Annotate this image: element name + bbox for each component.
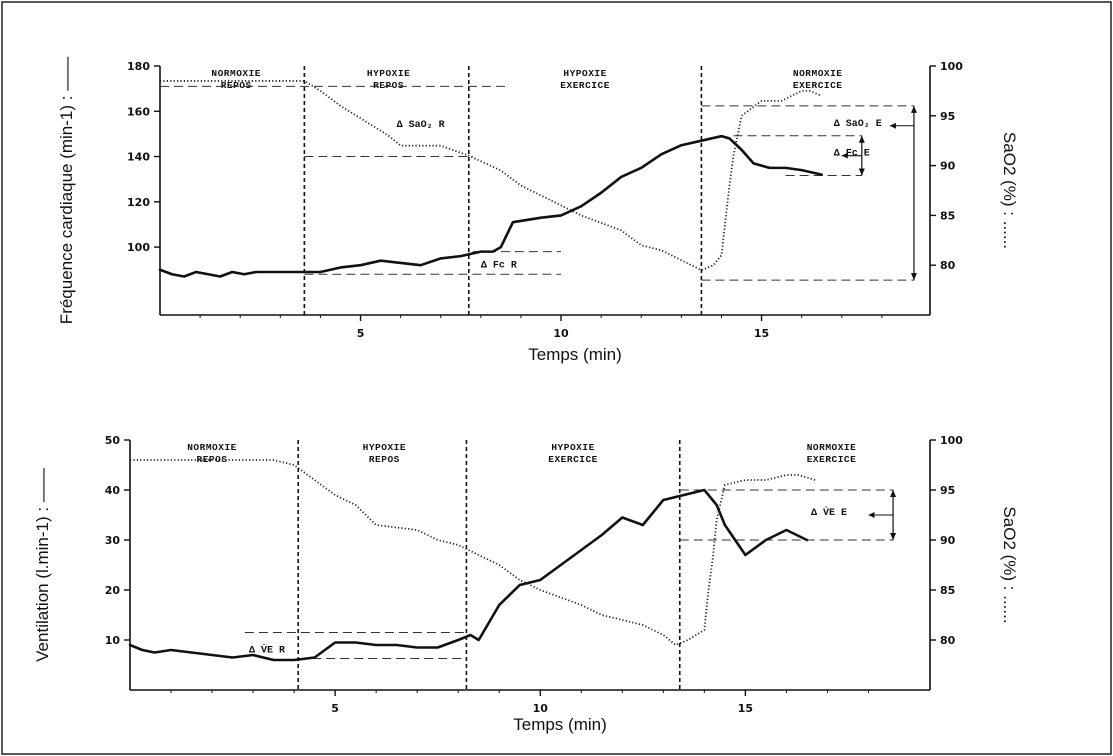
annotation: Δ Fc E <box>834 149 870 160</box>
y2-tick-label: 95 <box>940 110 955 123</box>
arrow-head <box>858 135 865 143</box>
y2-tick-label: 90 <box>940 160 956 173</box>
arrow-head <box>841 152 848 159</box>
phase-label: EXERCICE <box>793 80 843 91</box>
phase-label: NORMOXIE <box>211 68 261 79</box>
y2-tick-label: 85 <box>940 209 955 222</box>
y-tick-label: 30 <box>105 534 121 547</box>
x-tick-label: 10 <box>533 702 549 715</box>
y-tick-label: 180 <box>127 60 150 73</box>
y2-tick-label: 100 <box>940 60 963 73</box>
phase-label: REPOS <box>221 80 252 91</box>
x-tick-label: 5 <box>331 702 339 715</box>
arrow-head <box>910 105 917 113</box>
phase-label: NORMOXIE <box>807 442 857 453</box>
y2-tick-label: 80 <box>940 634 956 647</box>
y2-tick-label: 80 <box>940 259 956 272</box>
phase-label: NORMOXIE <box>187 442 237 453</box>
phase-label: HYPOXIE <box>367 68 410 79</box>
y-tick-label: 100 <box>127 241 150 254</box>
y-axis-title: Fréquence cardiaque (min-1) : —— <box>57 57 76 324</box>
arrow-head <box>889 122 896 129</box>
y-axis-title: Ventilation (l.min-1) : —— <box>33 468 52 662</box>
x-tick-label: 10 <box>553 327 569 340</box>
x-axis-title: Temps (min) <box>513 715 607 734</box>
phase-label: REPOS <box>373 80 404 91</box>
arrow-head <box>890 490 897 497</box>
arrow-head <box>868 512 875 518</box>
y2-tick-label: 85 <box>940 584 955 597</box>
y-tick-label: 120 <box>127 196 150 209</box>
y-tick-label: 140 <box>127 151 150 164</box>
phase-label: HYPOXIE <box>551 442 594 453</box>
y-tick-label: 40 <box>105 484 121 497</box>
y2-tick-label: 100 <box>940 434 963 447</box>
y2-tick-label: 90 <box>940 534 956 547</box>
phase-label: HYPOXIE <box>363 442 406 453</box>
x-tick-label: 5 <box>357 327 365 340</box>
y-tick-label: 20 <box>105 584 121 597</box>
annotation: Δ SaO₂ R <box>397 120 445 131</box>
y-tick-label: 10 <box>105 634 121 647</box>
annotation: Δ V̇E R <box>249 644 285 657</box>
phase-label: EXERCICE <box>560 80 610 91</box>
series-primary-line <box>158 134 824 278</box>
y2-axis-title: SaO2 (%) : ...... <box>1000 132 1019 249</box>
y2-axis-title: SaO2 (%) : ...... <box>1000 506 1019 623</box>
phase-label: NORMOXIE <box>793 68 843 79</box>
chart-ventilation: 10 20 30 40 50 80 85 90 95 100 5 10 15 Temps (min) Ven… <box>33 434 1019 734</box>
phase-label: EXERCICE <box>807 454 857 465</box>
annotation: Δ V̇E E <box>811 506 847 519</box>
x-axis-title: Temps (min) <box>528 345 622 364</box>
chart-heart-rate: 100 120 140 160 180 80 85 90 95 100 5 10 15 Temps (mi… <box>57 57 1019 364</box>
annotation: Δ SaO₂ E <box>834 119 882 130</box>
series-sao2-line <box>130 459 816 647</box>
y-tick-label: 160 <box>127 105 150 118</box>
arrow-head <box>910 273 917 281</box>
phase-label: HYPOXIE <box>563 68 606 79</box>
y2-tick-label: 95 <box>940 484 955 497</box>
y-tick-label: 50 <box>105 434 121 447</box>
arrow-head <box>858 168 865 176</box>
x-tick-label: 15 <box>754 327 769 340</box>
series-primary-line <box>128 488 809 662</box>
arrow-head <box>890 533 897 540</box>
annotation: Δ Fc R <box>481 260 517 271</box>
series-sao2-line <box>160 80 823 272</box>
x-tick-label: 15 <box>738 702 753 715</box>
phase-label: REPOS <box>369 454 400 465</box>
phase-label: EXERCICE <box>548 454 598 465</box>
